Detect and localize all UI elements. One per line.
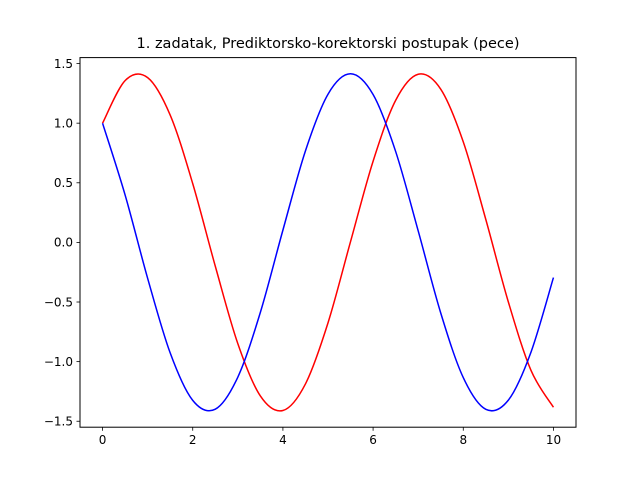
y-tick-label: −1.0 bbox=[44, 355, 73, 369]
x-tick-label: 6 bbox=[369, 433, 377, 447]
series-line-1 bbox=[101, 73, 555, 412]
y-tick-label: 0.0 bbox=[54, 236, 73, 250]
y-tick-label: 1.0 bbox=[54, 116, 73, 130]
x-tick-label: 2 bbox=[189, 433, 197, 447]
y-tick-label: 1.5 bbox=[54, 57, 73, 71]
x-axis: 0 2 4 6 8 10 bbox=[99, 427, 561, 447]
plot-area bbox=[101, 73, 555, 412]
y-tick-label: −1.5 bbox=[44, 415, 73, 429]
axes-frame bbox=[79, 57, 577, 428]
x-tick-label: 0 bbox=[99, 433, 107, 447]
chart-title: 1. zadatak, Prediktorsko-korektorski pos… bbox=[137, 36, 520, 52]
series-line-2 bbox=[101, 73, 555, 412]
x-tick-label: 10 bbox=[546, 433, 561, 447]
x-tick-label: 8 bbox=[459, 433, 467, 447]
y-tick-label: 0.5 bbox=[54, 176, 73, 190]
y-tick-label: −0.5 bbox=[44, 295, 73, 309]
x-tick-label: 4 bbox=[279, 433, 287, 447]
y-axis: −1.5 −1.0 −0.5 0.0 0.5 1.0 1.5 bbox=[44, 57, 80, 429]
